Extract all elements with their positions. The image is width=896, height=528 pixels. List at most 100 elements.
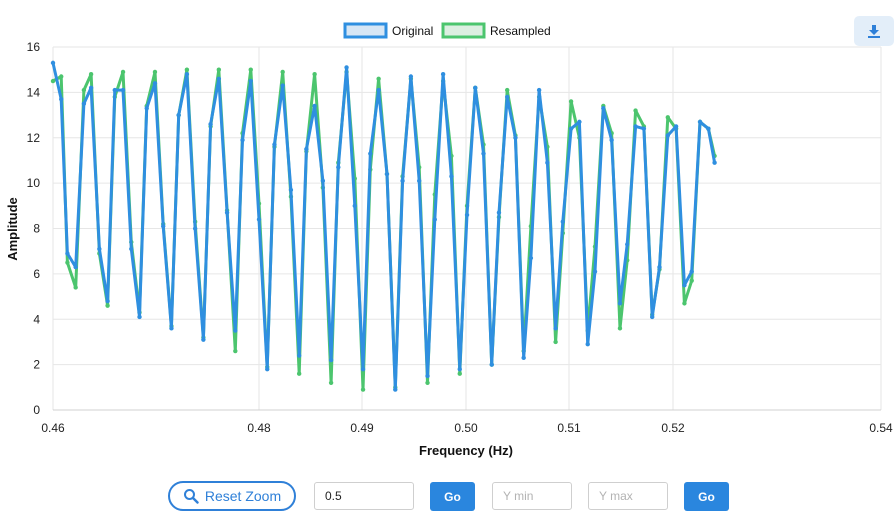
data-point-resampled <box>505 87 510 93</box>
step-input[interactable] <box>314 482 414 510</box>
data-point-original <box>521 355 526 361</box>
download-icon <box>868 25 880 38</box>
go-button[interactable]: Go <box>430 482 475 511</box>
amplitude-chart[interactable]: 0.46 0.48 0.49 0.50 0.51 0.52 0.54 0 2 4 6 8 10 12 14… <box>0 0 896 470</box>
data-point-original <box>192 226 198 231</box>
data-point-original <box>129 246 134 252</box>
x-tick-label: 0.50 <box>454 421 478 435</box>
data-point-original <box>464 212 470 218</box>
search-icon <box>183 489 199 504</box>
data-point-original <box>320 178 326 184</box>
data-point-original <box>296 353 302 358</box>
data-point-original <box>712 160 717 165</box>
y-max-input[interactable] <box>588 482 668 510</box>
data-point-resampled <box>65 260 70 265</box>
data-point-original <box>344 65 349 70</box>
data-point-resampled <box>216 67 222 72</box>
data-point-original <box>617 301 623 306</box>
data-point-original <box>592 269 598 274</box>
data-point-resampled <box>360 387 366 392</box>
data-point-original <box>161 224 166 229</box>
data-point-original <box>265 366 270 372</box>
data-point-original <box>425 373 430 379</box>
data-point-original <box>97 246 102 252</box>
data-point-original <box>248 78 253 84</box>
data-point-resampled <box>296 371 302 376</box>
data-point-resampled <box>312 72 317 77</box>
data-point-original <box>376 87 381 93</box>
data-point-original <box>585 342 590 347</box>
reset-zoom-label: Reset Zoom <box>204 488 282 504</box>
data-point-resampled <box>425 380 430 385</box>
data-point-original <box>169 326 174 331</box>
x-tick-label: 0.51 <box>557 421 581 435</box>
data-point-original <box>112 87 118 93</box>
reset-zoom-button[interactable]: Reset Zoom <box>168 481 296 511</box>
data-point-original <box>489 362 494 367</box>
data-point-resampled <box>73 285 78 290</box>
data-point-original <box>393 387 398 392</box>
data-point-resampled <box>81 87 87 93</box>
download-button[interactable] <box>854 16 894 46</box>
y-tick-label: 10 <box>27 176 41 190</box>
data-point-original <box>473 85 478 91</box>
data-point-original <box>601 106 606 111</box>
data-point-original <box>625 242 630 247</box>
data-point-original <box>352 203 357 209</box>
data-point-original <box>457 366 462 372</box>
data-point-resampled <box>328 380 334 385</box>
y-axis-label: Amplitude <box>5 197 20 261</box>
data-point-original <box>73 264 78 270</box>
legend-label-resampled: Resampled <box>490 24 551 38</box>
series-line-original <box>51 61 717 392</box>
data-point-resampled <box>88 72 94 77</box>
data-point-resampled <box>376 76 381 81</box>
data-point-original <box>553 326 558 331</box>
data-point-original <box>201 337 206 342</box>
data-point-original <box>689 269 694 274</box>
data-point-original <box>496 210 502 215</box>
data-point-resampled <box>457 371 462 376</box>
data-point-original <box>568 126 574 131</box>
data-point-original <box>288 187 294 193</box>
data-point-original <box>545 160 550 165</box>
data-point-original <box>120 87 126 93</box>
data-point-original <box>481 151 486 156</box>
y-tick-label: 6 <box>33 267 40 281</box>
data-point-resampled <box>568 99 574 104</box>
data-point-original <box>577 119 582 125</box>
data-point-original <box>641 126 647 131</box>
data-point-original <box>400 178 405 184</box>
data-point-original <box>312 103 317 109</box>
data-point-resampled <box>682 301 687 306</box>
data-point-original <box>88 85 94 91</box>
data-point-original <box>176 112 181 118</box>
data-point-original <box>673 124 679 129</box>
data-point-original <box>697 119 703 125</box>
go-y-range-button[interactable]: Go <box>684 482 729 511</box>
data-point-resampled <box>633 108 638 113</box>
y-tick-label: 14 <box>27 85 41 99</box>
data-point-original <box>449 174 454 179</box>
y-tick-label: 0 <box>33 403 40 417</box>
x-tick-label: 0.49 <box>350 421 374 435</box>
data-point-original <box>152 81 158 86</box>
y-tick-label: 2 <box>33 358 40 372</box>
legend[interactable]: Original Resampled <box>343 22 551 39</box>
data-point-original <box>336 165 341 170</box>
legend-swatch-original <box>343 22 388 39</box>
data-point-original <box>513 135 518 140</box>
y-min-input[interactable] <box>492 482 572 510</box>
data-point-original <box>184 72 190 77</box>
data-point-original <box>81 101 87 106</box>
data-point-original <box>706 126 711 131</box>
data-point-original <box>224 210 230 215</box>
data-point-original <box>505 94 510 100</box>
x-tick-label: 0.54 <box>869 421 893 435</box>
data-point-original <box>256 217 262 222</box>
data-point-original <box>609 137 614 143</box>
data-point-original <box>240 137 245 143</box>
x-axis-label: Frequency (Hz) <box>419 443 513 458</box>
data-point-resampled <box>689 278 694 283</box>
data-point-original <box>216 76 222 81</box>
